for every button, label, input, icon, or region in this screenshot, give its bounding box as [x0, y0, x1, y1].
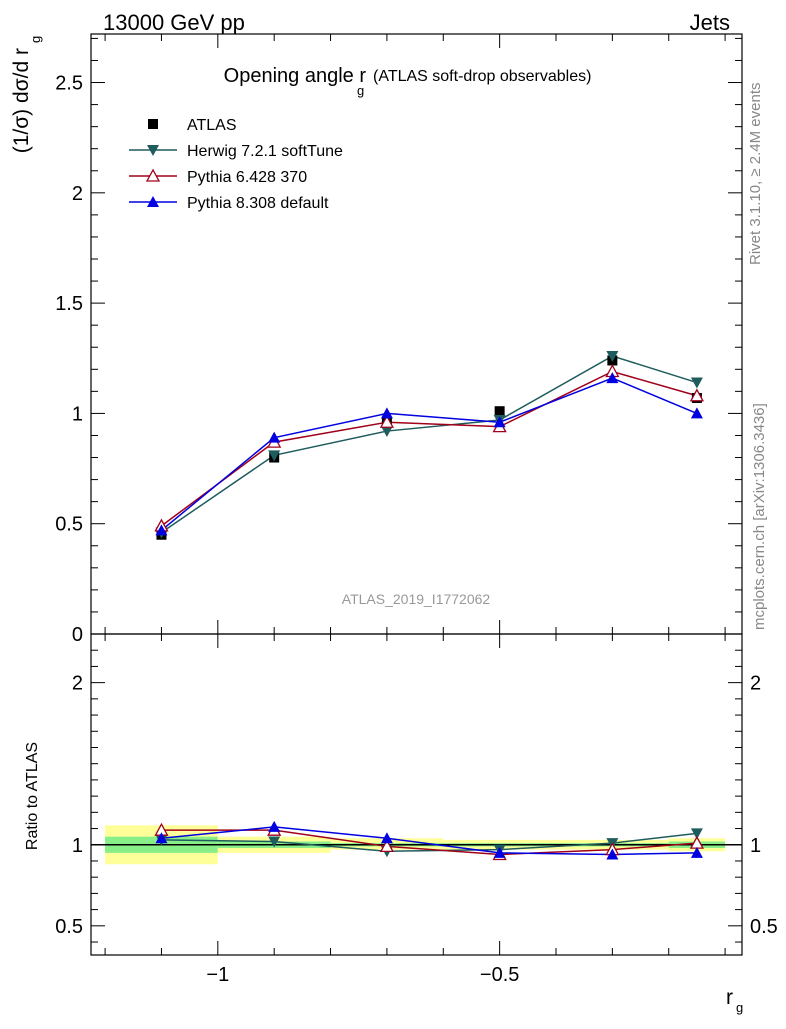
- mcplots-label: mcplots.cern.ch [arXiv:1306.3436]: [751, 403, 768, 630]
- top-y-tick-label: 1.5: [55, 293, 83, 315]
- ratio-point-pythia-8-308-default: [155, 832, 168, 844]
- main-title-text: Opening angle r: [224, 65, 367, 87]
- y-axis-title-sub: g: [28, 36, 43, 43]
- y-axis-title-text: (1/σ) dσ/d r: [10, 48, 33, 153]
- rivet-label-wrap: Rivet 3.1.10, ≥ 2.4M events: [747, 83, 764, 266]
- y-axis-title-bottom: Ratio to ATLAS: [24, 742, 41, 850]
- ratio-y-tick-label-left: 2: [72, 673, 83, 695]
- legend-marker: [148, 119, 158, 129]
- series-line-pythia-8-308-default: [160, 377, 698, 531]
- x-axis-title: r g: [726, 986, 743, 1015]
- ratio-y-tick-label-right: 1: [750, 835, 761, 857]
- ratio-y-tick-label-right: 2: [750, 673, 761, 695]
- ratio-point-pythia-8-308-default: [380, 832, 393, 844]
- point-pythia-8-308-default: [606, 372, 619, 384]
- point-atlas: [494, 406, 505, 417]
- header-left: 13000 GeV pp: [103, 10, 245, 35]
- top-y-tick-label: 0: [72, 624, 83, 646]
- point-pythia-6-428-370: [689, 388, 705, 402]
- point-pythia-8-308-default: [268, 431, 281, 443]
- ratio-y-tick-label-left: 1: [72, 835, 83, 857]
- axes: 0 0.5 1 1.5 2 2.5 0.5 0.5 1 1 2 2 −1 −0.5: [55, 33, 778, 986]
- legend-label: Pythia 6.428 370: [187, 169, 307, 186]
- ratio-point-pythia-8-308-default: [493, 846, 506, 858]
- top-y-tick-label: 2: [72, 183, 83, 205]
- ratio-point-herwig-7-2-1-softtune: [690, 828, 703, 840]
- ratio-point-herwig-7-2-1-softtune: [268, 836, 281, 848]
- legend-marker: [145, 168, 161, 182]
- series-markers: [154, 351, 705, 861]
- ratio-point-pythia-6-428-370: [379, 839, 395, 853]
- point-pythia-6-428-370: [379, 414, 395, 428]
- series-line-herwig-7-2-1-softtune: [161, 355, 698, 534]
- legend-marker: [147, 196, 159, 207]
- main-title-sub: g: [357, 83, 364, 98]
- ratio-point-pythia-8-308-default: [690, 846, 703, 858]
- ratio-y-tick-label-right: 0.5: [750, 916, 778, 938]
- legend-label: Herwig 7.2.1 softTune: [187, 143, 343, 160]
- point-pythia-8-308-default: [155, 524, 168, 536]
- rivet-label: Rivet 3.1.10, ≥ 2.4M events: [747, 83, 764, 266]
- ratio-y-tick-label-left: 0.5: [55, 916, 83, 938]
- y-axis-title-top: (1/σ) dσ/d r g: [10, 36, 43, 154]
- x-tick-label: −1: [206, 964, 229, 986]
- point-herwig-7-2-1-softtune: [690, 377, 703, 389]
- legend-marker: [147, 145, 159, 156]
- ratio-plot-frame: [90, 633, 743, 956]
- x-tick-label: −0.5: [480, 964, 519, 986]
- ratio-bands: [91, 825, 742, 865]
- header-right: Jets: [690, 10, 730, 35]
- ratio-point-pythia-8-308-default: [606, 848, 619, 860]
- top-y-tick-label: 2.5: [55, 73, 83, 95]
- watermark: ATLAS_2019_I1772062: [342, 591, 491, 607]
- point-herwig-7-2-1-softtune: [380, 426, 393, 438]
- ratio-y-axis-title: Ratio to ATLAS: [24, 742, 41, 850]
- top-y-tick-label: 1: [72, 403, 83, 425]
- point-pythia-8-308-default: [493, 416, 506, 428]
- point-pythia-8-308-default: [690, 407, 703, 419]
- main-title: Opening angle r g (ATLAS soft-drop obser…: [224, 65, 592, 98]
- main-title-suffix: (ATLAS soft-drop observables): [373, 68, 591, 85]
- x-axis-title-sub: g: [736, 1000, 743, 1015]
- series-lines: [160, 355, 698, 856]
- legend-label: ATLAS: [187, 117, 237, 134]
- point-herwig-7-2-1-softtune: [606, 351, 619, 363]
- ratio-point-pythia-8-308-default: [268, 820, 281, 832]
- legend: ATLAS Herwig 7.2.1 softTune Pythia 6.428 3…: [129, 117, 343, 212]
- x-axis-title-text: r: [726, 986, 733, 1009]
- point-pythia-8-308-default: [380, 407, 393, 419]
- legend-label: Pythia 8.308 default: [187, 195, 329, 212]
- ratio-line-pythia-6-428-370: [161, 829, 697, 856]
- top-y-tick-label: 0.5: [55, 514, 83, 536]
- point-herwig-7-2-1-softtune: [268, 450, 281, 462]
- mcplots-label-wrap: mcplots.cern.ch [arXiv:1306.3436]: [751, 403, 768, 630]
- series-line-pythia-6-428-370: [161, 370, 698, 527]
- ratio-line-pythia-8-308-default: [161, 826, 697, 856]
